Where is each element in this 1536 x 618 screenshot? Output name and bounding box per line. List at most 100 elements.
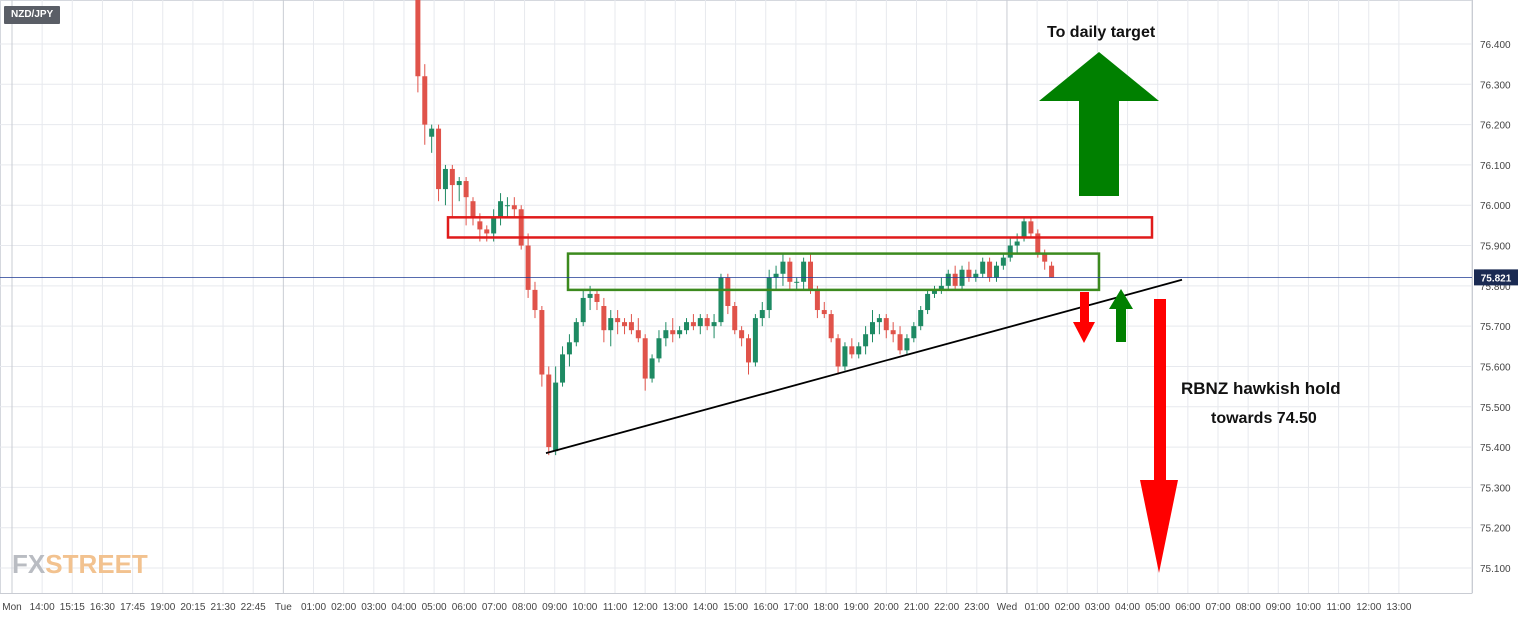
candle-body (828, 314, 834, 339)
y-tick-label: 75.700 (1480, 322, 1511, 333)
candle (814, 285, 820, 319)
candle (766, 269, 772, 319)
candle (876, 314, 882, 335)
candle-body (746, 338, 752, 363)
x-tick-label: 06:00 (452, 602, 477, 613)
candle-body (718, 277, 724, 323)
candle-body (869, 322, 875, 335)
y-tick-label: 75.900 (1480, 242, 1511, 253)
candle-body (883, 318, 889, 331)
candle-body (918, 310, 924, 327)
candle-body (931, 289, 937, 294)
x-tick-label: 04:00 (391, 602, 416, 613)
candle (952, 265, 958, 290)
candle-body (560, 354, 566, 383)
plot-border (0, 0, 1473, 594)
x-tick-label: 13:00 (663, 602, 688, 613)
candle-body (732, 306, 738, 331)
candle (931, 285, 937, 298)
x-tick-label: 11:00 (603, 602, 628, 613)
candle (746, 334, 752, 375)
candle (436, 124, 442, 202)
candle (560, 346, 566, 387)
candle (470, 197, 476, 226)
down-arrow-icon (1073, 292, 1095, 343)
candle-body (925, 293, 931, 311)
x-tick-label: 20:00 (874, 602, 899, 613)
candle-body (649, 358, 655, 379)
candle-body (1021, 221, 1027, 238)
candle (752, 314, 758, 367)
candle-body (573, 322, 579, 343)
candle (601, 297, 607, 343)
candle-body (876, 318, 882, 323)
candle-body (1042, 253, 1048, 262)
candle (842, 342, 848, 371)
axes: 76.400 76.300 76.200 76.100 76.000 75.900 75.8… (2, 40, 1518, 613)
x-tick-label: 16:30 (90, 602, 115, 613)
candle-body (504, 205, 510, 207)
candle (849, 338, 855, 359)
candle-body (842, 346, 848, 367)
candle (422, 64, 428, 145)
candle (635, 318, 641, 343)
candle (608, 310, 614, 347)
candle (869, 310, 875, 343)
candle-body (890, 330, 896, 335)
x-tick-label: 01:00 (301, 602, 326, 613)
candle-body (952, 273, 958, 286)
x-tick-label: 05:00 (422, 602, 447, 613)
candle-body (539, 310, 545, 375)
candle (808, 253, 814, 294)
candle-body (938, 285, 944, 290)
candle-body (711, 322, 717, 327)
logo-prefix: FX (12, 549, 46, 579)
candle-body (553, 382, 559, 452)
x-tick-label: Wed (997, 602, 1017, 613)
candle (911, 322, 917, 343)
x-tick-label: 16:00 (753, 602, 778, 613)
x-tick-label: 01:00 (1025, 602, 1050, 613)
candle-body (959, 269, 965, 286)
x-tick-label: Tue (275, 602, 292, 613)
candle (987, 257, 993, 282)
candle-body (518, 209, 524, 246)
candle (890, 322, 896, 343)
candle (670, 318, 676, 343)
candle-body (484, 229, 490, 234)
y-tick-label: 76.300 (1480, 80, 1511, 91)
x-tick-label: 11:00 (1326, 602, 1351, 613)
x-tick-label: 20:15 (180, 602, 205, 613)
candle-body (821, 310, 827, 315)
x-tick-label: Mon (2, 602, 21, 613)
candle-body (725, 277, 731, 306)
x-tick-label: 18:00 (814, 602, 839, 613)
candle-body (498, 201, 504, 218)
candle-body (656, 338, 662, 359)
candle (1028, 217, 1034, 238)
candle (649, 354, 655, 383)
candle-body (1028, 221, 1034, 234)
candle-body (546, 374, 552, 448)
x-tick-label: 12:00 (1356, 602, 1381, 613)
candle (491, 209, 497, 242)
candle-body (794, 281, 800, 283)
candle-body (422, 76, 428, 125)
candle (704, 314, 710, 331)
candle (773, 265, 779, 290)
candle-body (594, 293, 600, 302)
candle-body (566, 342, 572, 355)
candle (615, 310, 621, 335)
x-tick-label: 13:00 (1386, 602, 1411, 613)
candle-body (993, 265, 999, 278)
x-tick-label: 15:00 (723, 602, 748, 613)
symbol-badge[interactable]: NZD/JPY (4, 6, 61, 24)
candle-body (739, 330, 745, 339)
candle (511, 197, 517, 218)
candle (780, 253, 786, 286)
current-price-label: 75.821 (1481, 273, 1512, 284)
x-tick-label: 22:45 (241, 602, 266, 613)
candle-body (477, 221, 483, 230)
x-tick-label: 02:00 (331, 602, 356, 613)
